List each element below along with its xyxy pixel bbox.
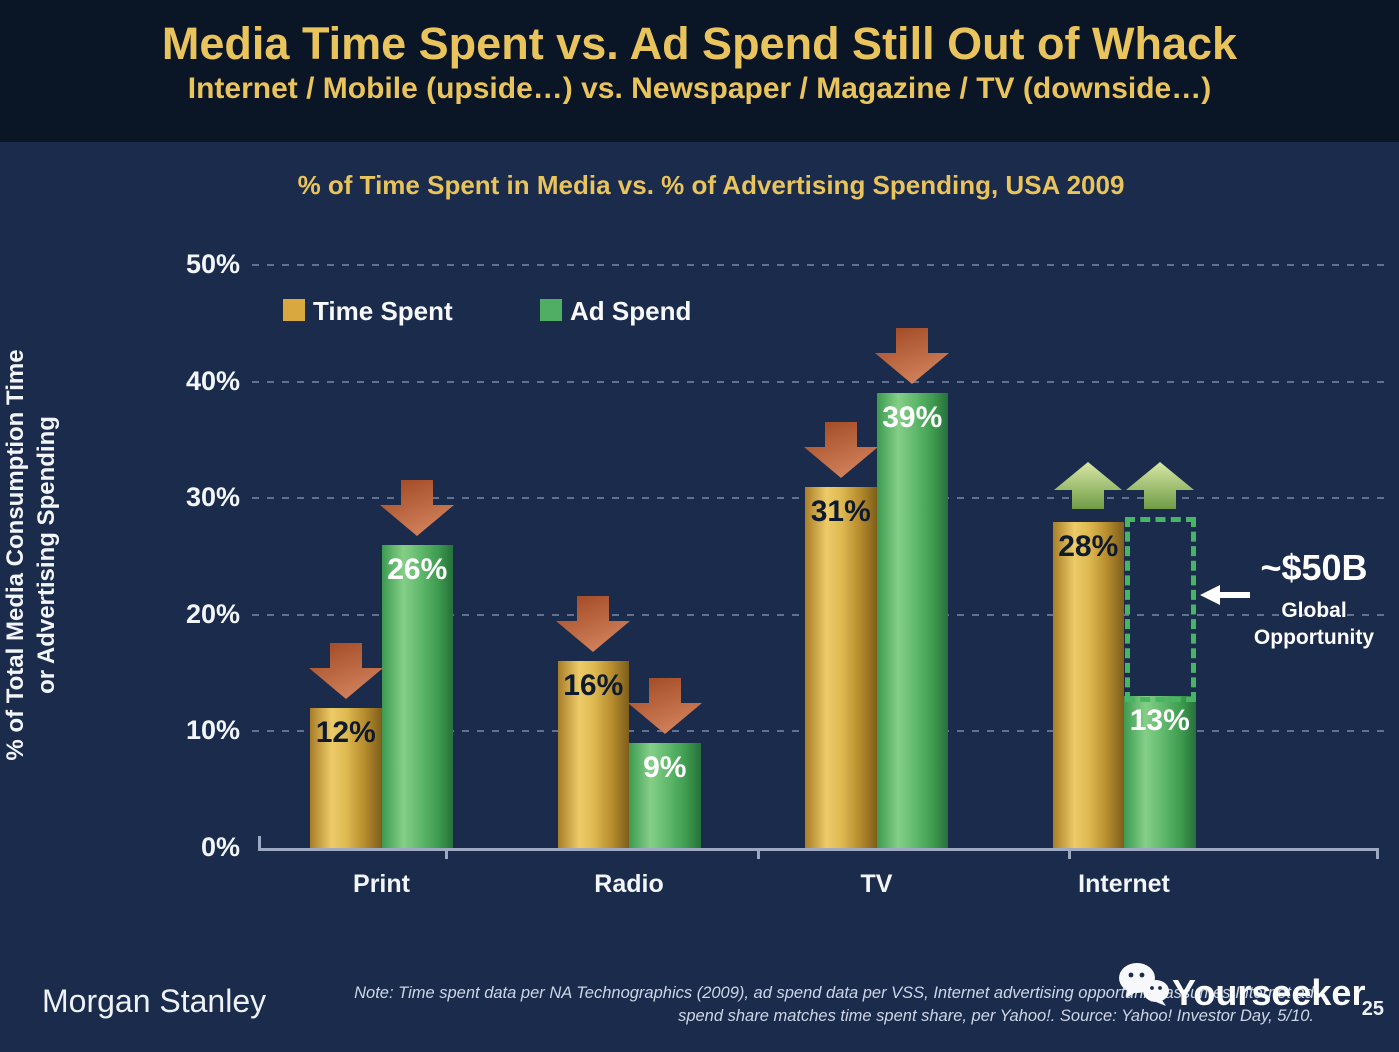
slide-title: Media Time Spent vs. Ad Spend Still Out … (161, 18, 1238, 69)
trend-down-arrow-icon (803, 421, 878, 483)
x-axis-line (258, 848, 1376, 851)
trend-down-arrow-icon (875, 328, 950, 389)
bar-value-label: 13% (1129, 704, 1190, 738)
slide-header: Media Time Spent vs. Ad Spend Still Out … (0, 0, 1399, 142)
legend-swatch-ad-spend-icon (540, 299, 562, 321)
x-axis-tick (1068, 848, 1071, 859)
trend-down-arrow-icon (556, 596, 631, 657)
source-note-line2: spend share matches time spent share, pe… (678, 1007, 1314, 1025)
trend-down-arrow-icon (380, 479, 455, 541)
bar-ad-spend-tv (876, 393, 948, 848)
opportunity-gap-box (1125, 516, 1196, 703)
bar-value-label: 9% (643, 751, 687, 785)
trend-up-arrow-icon (1054, 461, 1123, 514)
slide-subtitle: Internet / Mobile (upside…) vs. Newspape… (187, 72, 1212, 105)
opportunity-value: ~$50B (1260, 547, 1368, 588)
category-label-internet: Internet (1078, 870, 1170, 898)
y-axis-title-line2: or Advertising Spending (33, 416, 60, 694)
trend-down-arrow-icon (308, 643, 383, 704)
bar-ad-spend-radio (629, 743, 701, 848)
bar-value-label: 12% (315, 716, 376, 750)
left-arrow-icon (1200, 585, 1250, 605)
category-label-radio: Radio (594, 870, 664, 898)
legend-label-ad-spend: Ad Spend (570, 296, 692, 326)
trend-up-arrow-icon (1125, 461, 1194, 514)
y-axis-title-line1: % of Total Media Consumption Time (2, 349, 29, 761)
bar-ad-spend-internet (1124, 696, 1196, 848)
bar-value-label: 26% (387, 552, 448, 586)
legend-label-time-spent: Time Spent (313, 296, 453, 326)
source-note-line1: Note: Time spent data per NA Technograph… (354, 984, 1314, 1002)
x-axis-tick (1376, 848, 1379, 859)
bar-ad-spend-print (381, 544, 453, 848)
wechat-icon (1119, 963, 1169, 1006)
morgan-stanley-logo: Morgan Stanley (42, 983, 267, 1019)
y-tick-label: 40% (185, 365, 240, 396)
bar-value-label: 16% (563, 669, 624, 703)
watermark: Yourseeker (1118, 962, 1365, 1013)
y-tick-label: 10% (185, 715, 240, 746)
x-axis-tick (445, 848, 448, 859)
category-label-print: Print (353, 870, 410, 898)
y-tick-label: 30% (185, 482, 240, 513)
watermark-text: Yourseeker (1172, 972, 1366, 1013)
source-note: Note: Time spent data per NA Technograph… (322, 982, 1314, 1028)
bar-time-spent-radio (557, 661, 629, 848)
y-tick-label: 0% (200, 832, 240, 862)
gridline-40% (252, 380, 1390, 383)
x-axis-tick (757, 848, 760, 859)
bar-time-spent-tv (805, 486, 877, 848)
y-tick-label: 50% (185, 249, 240, 279)
x-axis-endcap (258, 836, 261, 848)
bar-value-label: 39% (882, 401, 943, 435)
legend-swatch-time-spent-icon (283, 299, 305, 321)
gridline-50% (252, 264, 1390, 266)
bar-time-spent-internet (1052, 521, 1124, 848)
category-label-tv: TV (860, 870, 893, 898)
page-number: 25 (1361, 998, 1384, 1020)
chart-title: % of Time Spent in Media vs. % of Advert… (297, 170, 1125, 200)
opportunity-label-line2: Opportunity (1253, 626, 1375, 649)
bar-value-label: 28% (1058, 529, 1119, 563)
opportunity-annotation: ~$50B Global Opportunity (1238, 547, 1390, 651)
bar-time-spent-print (310, 708, 382, 848)
bar-value-label: 31% (810, 494, 871, 528)
opportunity-label-line1: Global (1281, 599, 1347, 622)
trend-down-arrow-icon (627, 678, 702, 739)
y-tick-label: 20% (185, 598, 240, 629)
